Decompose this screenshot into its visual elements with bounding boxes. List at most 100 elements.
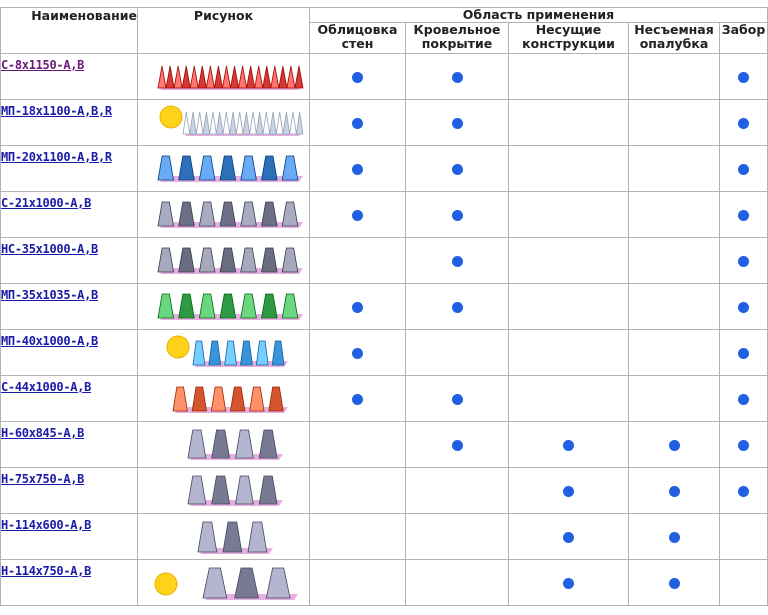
sheet-rib <box>240 201 257 227</box>
sheet-rib <box>219 155 237 181</box>
sheet-rib <box>235 475 254 505</box>
sheet-rib <box>195 111 204 135</box>
sheet-rib <box>198 201 216 227</box>
usage-dot-icon <box>451 302 463 313</box>
sheet-rib <box>157 155 175 181</box>
sheet-rib <box>289 111 297 135</box>
profile-sheet-image <box>166 335 288 367</box>
name-cell: Н-75x750-А,В <box>0 467 138 514</box>
usage-dot-icon <box>738 72 749 83</box>
picture-cell <box>137 53 310 100</box>
usage-cell <box>508 421 629 468</box>
sheet-rib <box>230 386 246 412</box>
table-row: Н-114x750-А,В <box>0 559 768 606</box>
sheet-rib <box>229 111 237 135</box>
product-link[interactable]: МП-40x1000-А,В <box>1 334 98 348</box>
new-badge-icon <box>166 335 190 359</box>
usage-dot-icon <box>668 532 680 543</box>
header-area-4: Забор <box>718 22 768 54</box>
table-row: С-44x1000-А,В <box>0 375 768 422</box>
product-link[interactable]: МП-18x1100-А,В,R <box>1 104 112 118</box>
name-cell: С-44x1000-А,В <box>0 375 138 422</box>
usage-dot-icon <box>451 394 463 405</box>
product-link[interactable]: Н-114x750-А,В <box>1 564 92 578</box>
picture-cell <box>137 329 310 376</box>
product-link[interactable]: НС-35x1000-А,В <box>1 242 98 256</box>
sheet-rib <box>211 429 231 459</box>
picture-cell <box>137 513 310 560</box>
product-link[interactable]: Н-75x750-А,В <box>1 472 85 486</box>
header-area-line: покрытие <box>421 36 493 51</box>
sheet-rib <box>157 201 175 227</box>
usage-cell <box>405 513 509 560</box>
usage-dot-icon <box>451 440 463 451</box>
sheet-rib <box>240 293 257 319</box>
sheet-rib <box>240 340 253 366</box>
usage-cell <box>508 467 629 514</box>
sheet-rib <box>219 201 237 227</box>
sheet-rib <box>178 293 195 319</box>
new-badge-icon <box>159 105 183 129</box>
usage-cell <box>309 421 406 468</box>
usage-cell <box>309 283 406 330</box>
sheet-rib <box>189 65 199 89</box>
name-cell: Н-60x845-А,В <box>0 421 138 468</box>
sheet-rib <box>224 340 237 366</box>
usage-cell <box>718 421 768 468</box>
usage-dot-icon <box>352 72 363 83</box>
product-link[interactable]: МП-35x1035-А,В <box>1 288 98 302</box>
product-link[interactable]: Н-114x600-А,В <box>1 518 92 532</box>
usage-cell <box>628 421 720 468</box>
sheet-rib <box>247 521 268 553</box>
sheet-rib <box>240 155 257 181</box>
usage-cell <box>628 237 720 284</box>
product-link[interactable]: Н-60x845-А,В <box>1 426 85 440</box>
product-link[interactable]: С-21x1000-А,В <box>1 196 92 210</box>
profile-sheet-image <box>157 293 303 320</box>
usage-cell <box>405 191 509 238</box>
profile-sheet-image <box>187 475 283 506</box>
usage-cell <box>718 191 768 238</box>
usage-cell <box>628 513 720 560</box>
table-row: Н-114x600-А,В <box>0 513 768 560</box>
table-row: Н-60x845-А,В <box>0 421 768 468</box>
sheet-rib <box>278 65 288 89</box>
sheet-rib <box>261 293 278 319</box>
usage-cell <box>309 329 406 376</box>
header-area-1: Кровельное покрытие <box>405 22 509 54</box>
sheet-rib <box>221 65 231 89</box>
table-row: НС-35x1000-А,В <box>0 237 768 284</box>
product-link[interactable]: МП-20x1100-А,В,R <box>1 150 112 164</box>
usage-dot-icon <box>352 118 363 129</box>
usage-cell <box>309 145 406 192</box>
product-link[interactable]: С-44x1000-А,В <box>1 380 92 394</box>
table-row: С-21x1000-А,В <box>0 191 768 238</box>
usage-cell <box>405 467 509 514</box>
usage-cell <box>718 237 768 284</box>
name-cell: С-8x1150-А,В <box>0 53 138 100</box>
table-row: С-8x1150-А,В <box>0 53 768 100</box>
profile-sheet-image <box>157 65 304 90</box>
sheet-rib <box>213 65 223 89</box>
table-row: МП-18x1100-А,В,R <box>0 99 768 146</box>
header-area-0: Облицовка стен <box>309 22 406 54</box>
table-row: МП-20x1100-А,В,R <box>0 145 768 192</box>
usage-cell <box>405 99 509 146</box>
sheet-rib <box>294 65 304 89</box>
sheet-rib <box>173 65 183 89</box>
picture-cell <box>137 375 310 422</box>
sheet-rib <box>198 247 216 273</box>
product-link[interactable]: С-8x1150-А,В <box>1 58 85 72</box>
table-row: МП-40x1000-А,В <box>0 329 768 376</box>
usage-cell <box>405 53 509 100</box>
usage-dot-icon <box>352 348 363 359</box>
picture-cell <box>137 99 310 146</box>
usage-cell <box>508 53 629 100</box>
usage-dot-icon <box>451 72 463 83</box>
sheet-rib <box>219 293 237 319</box>
usage-dot-icon <box>563 532 574 543</box>
sheet-rib <box>192 340 206 366</box>
usage-dot-icon <box>352 210 363 221</box>
usage-dot-icon <box>738 164 749 175</box>
name-cell: МП-35x1035-А,В <box>0 283 138 330</box>
